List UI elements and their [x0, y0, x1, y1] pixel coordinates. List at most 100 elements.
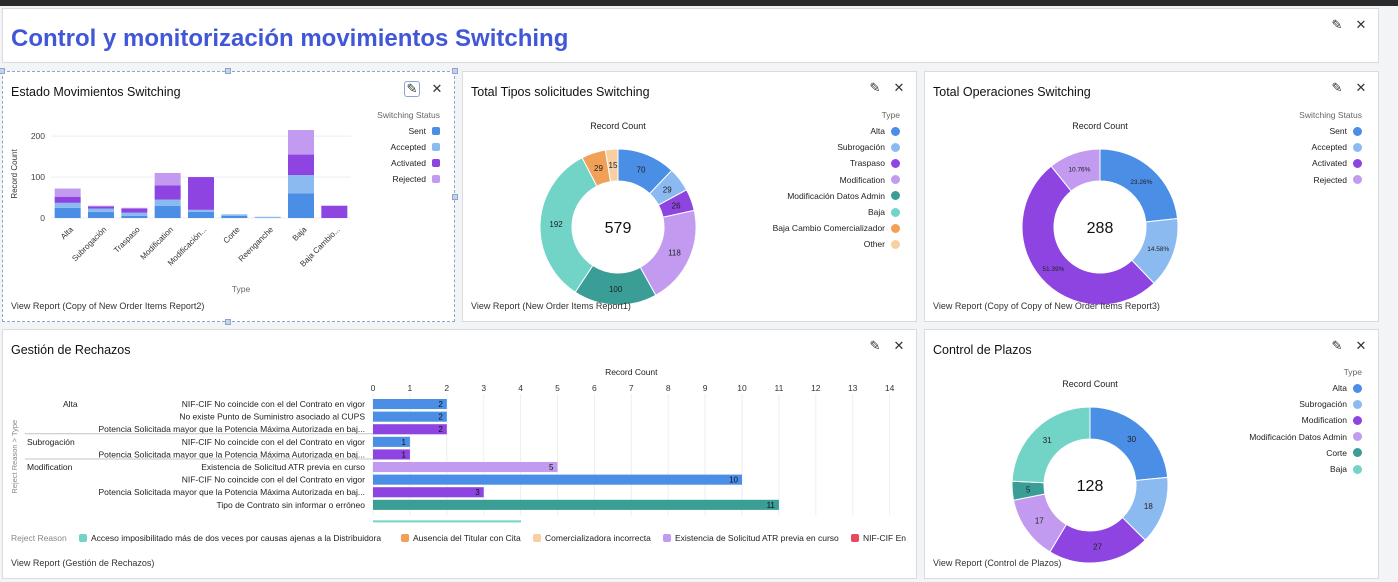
legend-item[interactable]: Other [864, 239, 900, 249]
panel-tools: ✎ ✕ [868, 80, 906, 95]
donut-total: 128 [1077, 478, 1104, 495]
legend-item[interactable]: Sent [1329, 126, 1362, 136]
legend-item[interactable]: Corte [1326, 448, 1362, 458]
legend-swatch [1353, 175, 1362, 185]
legend-item[interactable]: Subrogación [1299, 399, 1362, 409]
x-axis-title: Record Count [605, 367, 658, 377]
slice-label: 31 [1043, 436, 1052, 445]
view-report-link[interactable]: View Report (New Order Items Report1) [471, 301, 631, 311]
legend-item[interactable]: Comercializadora incorrecta [533, 533, 651, 543]
bar [373, 499, 779, 510]
view-report-link[interactable]: View Report (Copy of Copy of New Order I… [933, 301, 1160, 311]
view-report-link[interactable]: View Report (Control de Plazos) [933, 558, 1062, 568]
legend-item[interactable]: Modificación Datos Admin [787, 191, 900, 201]
legend-label: Ausencia del Titular con Cita [413, 533, 521, 543]
bar-value-label: 1 [401, 450, 406, 459]
legend-label: Accepted [1311, 142, 1347, 153]
legend-item[interactable]: Ausencia del Titular con Cita [401, 533, 521, 543]
x-tick-label: 11 [774, 383, 783, 393]
edit-icon[interactable]: ✎ [1331, 17, 1343, 32]
panel-title: Estado Movimientos Switching [11, 85, 181, 99]
close-icon[interactable]: ✕ [1355, 17, 1367, 32]
bar [373, 487, 484, 498]
bar-segment [54, 202, 81, 208]
bar-segment [88, 211, 114, 218]
slice-label: 30 [1127, 435, 1136, 444]
close-icon[interactable]: ✕ [893, 338, 905, 353]
legend-item[interactable]: Activated [391, 158, 440, 168]
bar-segment [321, 205, 348, 218]
x-tick-label: 14 [885, 383, 895, 393]
legend-label: Sent [408, 126, 427, 136]
edit-icon[interactable]: ✎ [1331, 80, 1343, 95]
bar-value-label: 1 [401, 438, 406, 447]
legend-item[interactable]: Accepted [1312, 142, 1362, 152]
bar [373, 424, 447, 435]
close-icon[interactable]: ✕ [431, 81, 443, 96]
slice-label: 192 [549, 220, 563, 229]
legend-swatch [79, 534, 87, 542]
donut-total: 288 [1087, 220, 1114, 237]
slice-label: 23.26% [1130, 179, 1152, 186]
legend-item[interactable]: Rejected [1313, 175, 1362, 185]
legend-item[interactable]: Modificación Datos Admin [1249, 432, 1362, 442]
edit-icon[interactable]: ✎ [404, 81, 420, 97]
resize-handle[interactable] [225, 319, 231, 325]
bar-segment [121, 208, 148, 213]
x-axis-label: Type [232, 284, 251, 294]
bar [373, 462, 558, 473]
estado-panel[interactable]: Estado Movimientos Switching ✎ ✕ 0 100 200… [0, 68, 458, 325]
legend-item[interactable]: Baja Cambio Comercializador [773, 223, 900, 233]
y-tick-label: 0 [40, 213, 45, 223]
legend-item[interactable]: Baja [1330, 464, 1362, 474]
legend-label: Subrogación [837, 142, 885, 153]
edit-icon[interactable]: ✎ [869, 80, 881, 95]
legend-swatch [1353, 158, 1362, 168]
view-report-link[interactable]: View Report (Copy of New Order Items Rep… [11, 301, 205, 311]
edit-icon[interactable]: ✎ [869, 338, 881, 353]
close-icon[interactable]: ✕ [1355, 80, 1367, 95]
row-label: NIF-CIF No coincide con el del Contrato … [182, 399, 365, 409]
legend-label: Sent [1329, 126, 1348, 136]
legend-item[interactable]: Activated [1312, 158, 1362, 168]
header-tools: ✎ ✕ [1330, 17, 1368, 32]
x-tick-label: 3 [481, 383, 486, 393]
close-icon[interactable]: ✕ [1355, 338, 1367, 353]
legend-item[interactable]: Baja [868, 207, 900, 217]
legend-item[interactable]: Modification [1302, 415, 1362, 425]
legend-item[interactable]: Modification [840, 175, 900, 185]
panel-tools: ✎ ✕ [404, 81, 444, 97]
x-tick-label: 10 [737, 383, 747, 393]
edit-icon[interactable]: ✎ [1331, 338, 1343, 353]
bar-segment [154, 172, 181, 186]
row-label: Potencia Solicitada mayor que la Potenci… [99, 487, 365, 497]
resize-handle[interactable] [452, 68, 458, 74]
legend-item[interactable]: Accepted [391, 142, 440, 152]
legend-swatch [1353, 399, 1362, 409]
legend-item[interactable]: NIF-CIF En [851, 533, 906, 543]
panel-title: Total Tipos solicitudes Switching [471, 85, 650, 99]
legend-item[interactable]: Traspaso [850, 158, 900, 168]
legend-label: Baja [867, 207, 885, 217]
close-icon[interactable]: ✕ [893, 80, 905, 95]
x-tick-label: Reenganche [237, 225, 276, 264]
bar-value-label: 3 [475, 488, 480, 497]
view-report-link[interactable]: View Report (Gestión de Rechazos) [11, 558, 155, 568]
resize-handle[interactable] [452, 194, 458, 200]
legend-item[interactable]: Sent [408, 126, 440, 136]
legend-item[interactable]: Subrogación [837, 142, 900, 152]
legend-item[interactable]: Rejected [392, 174, 440, 184]
legend-item[interactable]: Acceso imposibilitado más de dos veces p… [79, 533, 381, 543]
row-label: NIF-CIF No coincide con el del Contrato … [182, 475, 365, 485]
slice-label: 18 [1144, 502, 1153, 511]
donut-chart: Record Count 23.26% 14.58% 51.39% 10.76% 288 [1021, 121, 1179, 306]
legend-item[interactable]: Alta [1332, 383, 1362, 393]
legend-item[interactable]: Alta [870, 126, 900, 136]
bar-value-label: 2 [438, 400, 443, 409]
resize-handle[interactable] [0, 68, 5, 74]
legend-item[interactable]: Existencia de Solicitud ATR previa en cu… [663, 533, 839, 543]
y-tick-label: 100 [31, 172, 45, 182]
resize-handle[interactable] [225, 68, 231, 74]
bar-segment [88, 206, 114, 209]
